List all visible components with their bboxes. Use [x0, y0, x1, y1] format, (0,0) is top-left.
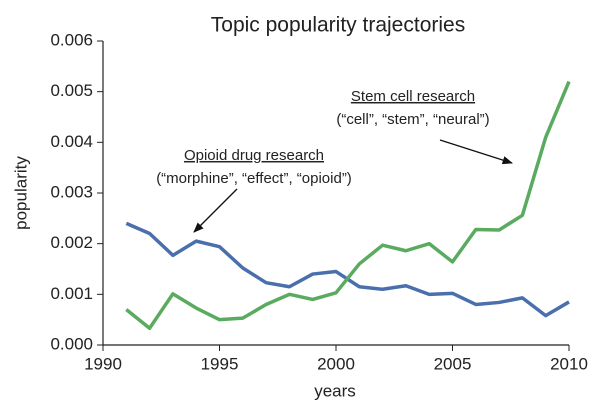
- x-tick-label: 2010: [550, 354, 588, 373]
- y-tick-label: 0.004: [50, 132, 93, 151]
- series-line: [125, 80, 571, 331]
- y-axis-label: popularity: [11, 156, 30, 230]
- y-tick-label: 0.003: [50, 182, 93, 201]
- annotation-arrow: [193, 188, 238, 233]
- y-tick-label: 0.002: [50, 233, 93, 252]
- x-tick-label: 2005: [434, 354, 472, 373]
- chart-title: Topic popularity trajectories: [211, 14, 465, 37]
- y-tick-label: 0.005: [50, 81, 93, 100]
- x-tick-label: 1990: [84, 354, 122, 373]
- annotation-arrow: [439, 139, 513, 165]
- series-line: [125, 221, 570, 318]
- y-tick-label: 0.000: [50, 334, 93, 353]
- annotation-title: Stem cell research: [351, 88, 475, 105]
- annotation-keywords: (“cell”, “stem”, “neural”): [336, 111, 489, 128]
- x-axis-label: years: [314, 381, 356, 400]
- annotation-title: Opioid drug research: [184, 147, 324, 164]
- y-tick-label: 0.001: [50, 284, 93, 303]
- annotation-keywords: (“morphine”, “effect”, “opioid”): [156, 170, 352, 187]
- x-tick-label: 1995: [201, 354, 239, 373]
- x-tick-label: 2000: [317, 354, 355, 373]
- y-tick-label: 0.006: [50, 30, 93, 49]
